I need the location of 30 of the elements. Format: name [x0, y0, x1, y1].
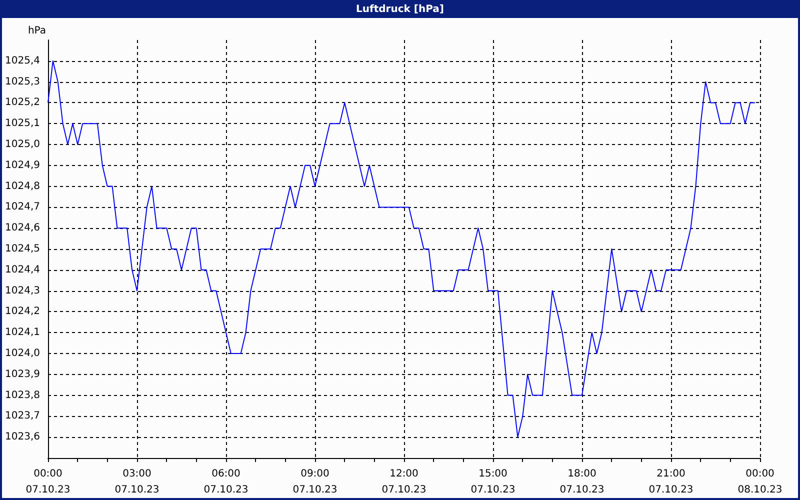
y-tick-label: 1023,8 — [4, 390, 40, 401]
y-tick-label: 1024,1 — [4, 327, 40, 338]
y-tick-label: 1023,7 — [4, 410, 40, 422]
x-tick-label: 00:00 08.10.23 — [738, 468, 782, 496]
y-tick-label: 1024,3 — [4, 285, 40, 296]
y-tick-label: 1025,0 — [4, 139, 40, 150]
x-tick-label: 18:00 07.10.23 — [560, 468, 604, 496]
y-tick-label: 1024,6 — [4, 222, 40, 234]
y-tick-label: 1025,3 — [4, 76, 40, 88]
y-axis-title: hPa — [28, 26, 46, 36]
y-tick-label: 1023,6 — [4, 432, 40, 443]
x-tick-label: 12:00 07.10.23 — [382, 468, 426, 496]
y-tick-label: 1024,4 — [4, 264, 40, 276]
x-tick-label: 15:00 07.10.23 — [470, 468, 516, 496]
x-tick-label: 09:00 07.10.23 — [292, 468, 338, 496]
y-tick-label: 1023,9 — [4, 368, 40, 380]
x-tick-label: 21:00 07.10.23 — [648, 468, 694, 496]
y-tick-label: 1024,9 — [4, 160, 40, 171]
y-tick-label: 1024,0 — [4, 348, 40, 359]
y-tick-label: 1024,8 — [4, 180, 40, 192]
y-tick-label: 1024,2 — [4, 306, 40, 318]
x-tick-label: 00:00 07.10.23 — [26, 468, 70, 496]
x-tick-label: 03:00 07.10.23 — [114, 468, 160, 496]
y-tick-label: 1025,1 — [4, 118, 40, 130]
y-tick-label: 1024,7 — [4, 202, 40, 213]
y-tick-label: 1024,5 — [4, 244, 40, 254]
chart-title: Luftdruck [hPa] — [2, 2, 798, 18]
y-tick-label: 1025,4 — [4, 55, 40, 66]
y-tick-label: 1025,2 — [4, 97, 40, 108]
x-tick-label: 06:00 07.10.23 — [204, 468, 248, 496]
